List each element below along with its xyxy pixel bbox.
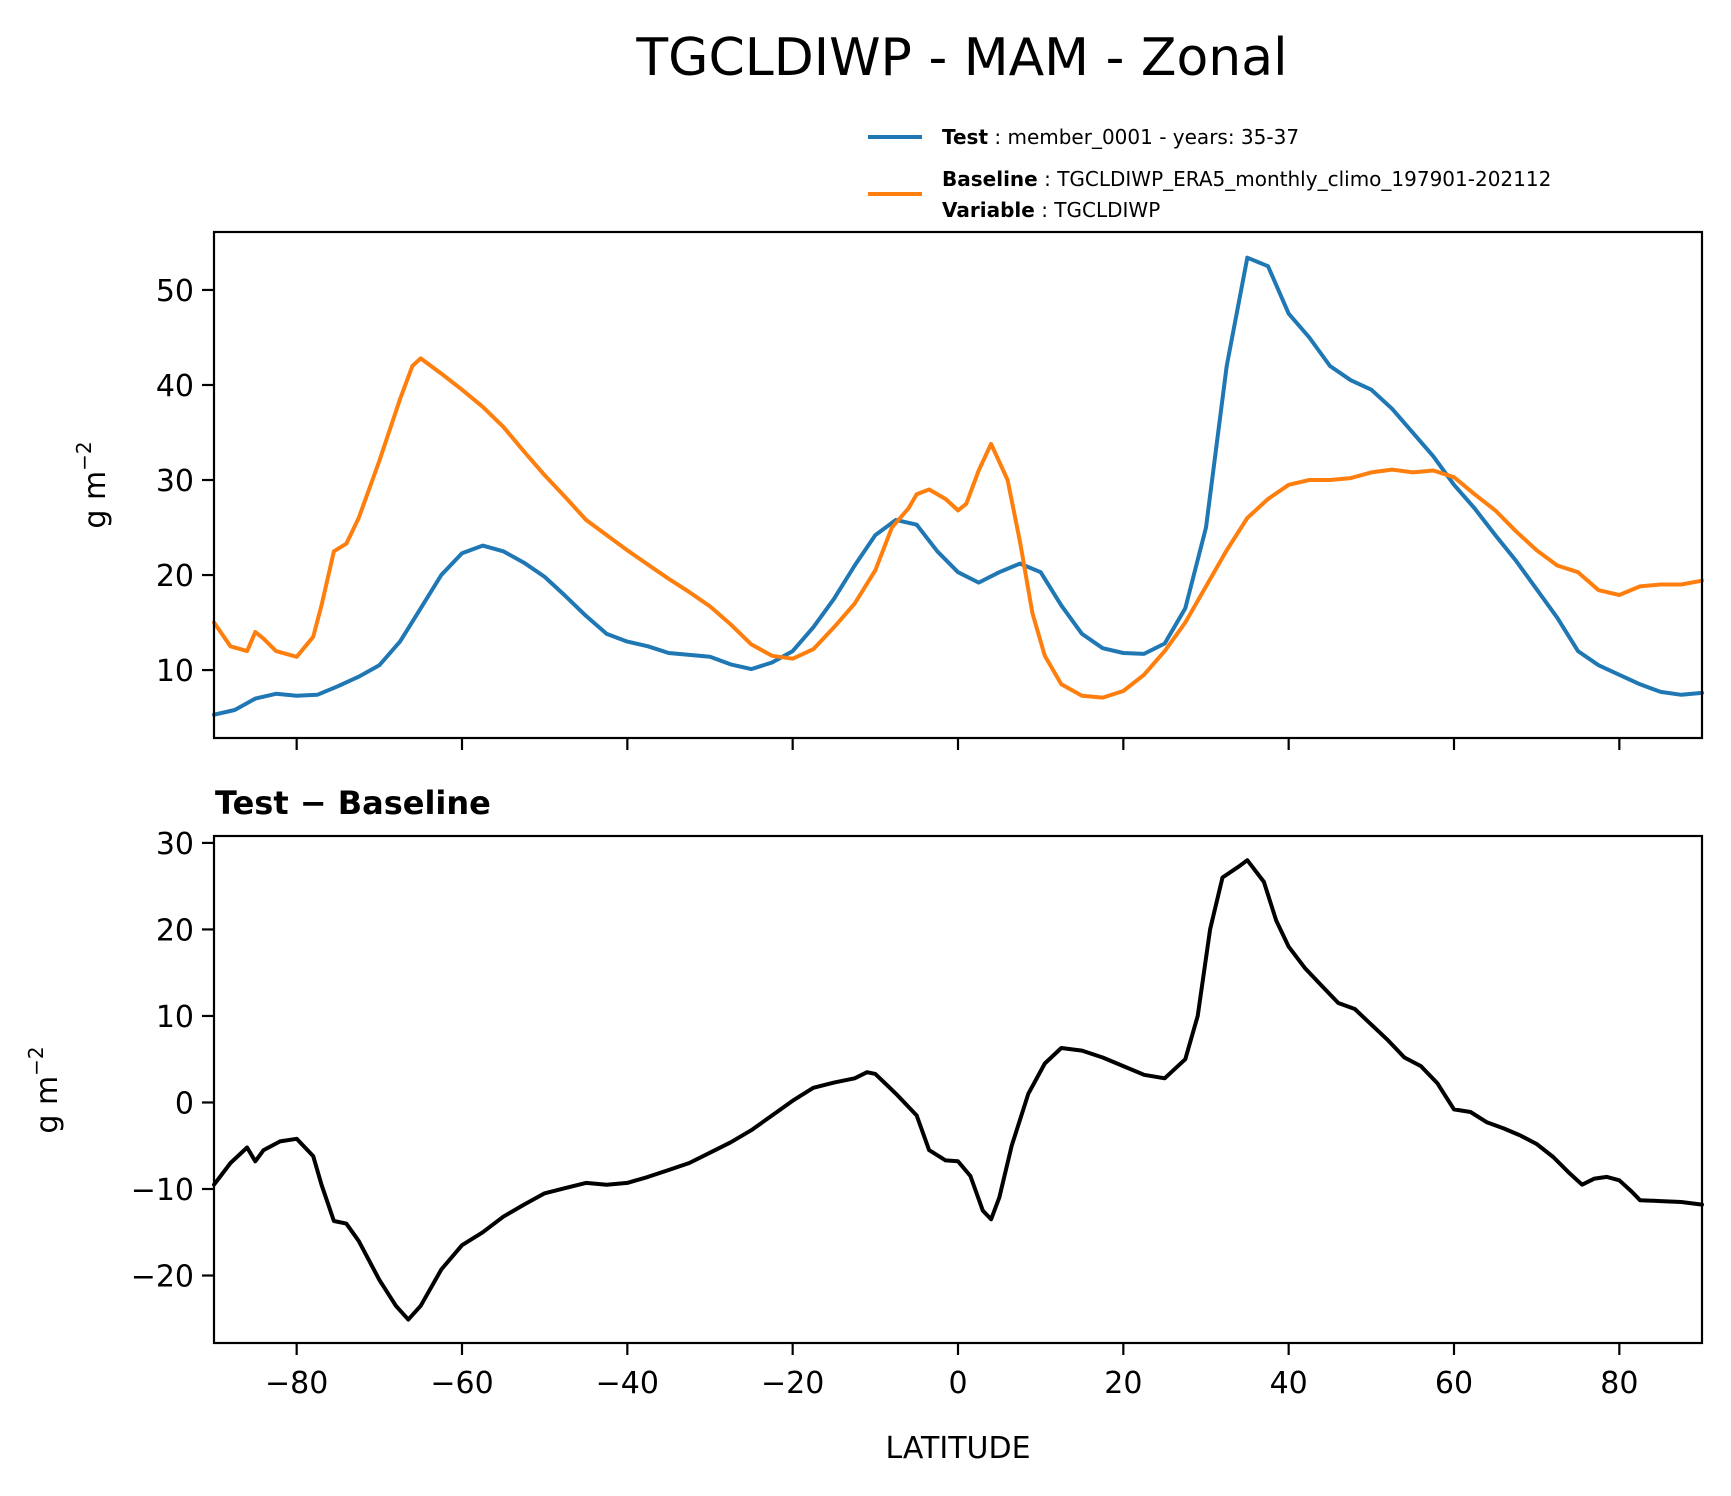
bottom-panel-title: Test − Baseline: [215, 784, 491, 822]
legend-test-text: member_0001 - years: 35-37: [1007, 125, 1299, 149]
top-y-tick-label: 20: [156, 559, 194, 594]
svg-text:Test : member_0001 - years: 35: Test : member_0001 - years: 35-37: [942, 125, 1299, 149]
bottom-y-axis-label: g m−2: [24, 1046, 65, 1133]
top-y-tick-label: 50: [156, 274, 194, 309]
bottom-x-tick-label: 60: [1435, 1366, 1473, 1401]
bottom-x-tick-label: 20: [1104, 1366, 1142, 1401]
bottom-y-ticks: −20 −10 0 10 20 30: [131, 827, 214, 1295]
bottom-x-ticks: −80 −60 −40 −20 0 20 40 60 80: [265, 1343, 1638, 1401]
top-y-tick-label: 30: [156, 464, 194, 499]
bottom-y-tick-label: 0: [175, 1086, 194, 1121]
bottom-series-lines: [212, 858, 1704, 1322]
legend-variable-text: TGCLDIWP: [1053, 198, 1160, 222]
bottom-x-tick-label: −40: [596, 1366, 659, 1401]
x-axis-label: LATITUDE: [885, 1431, 1030, 1466]
bottom-x-tick-label: −20: [761, 1366, 824, 1401]
legend-variable-key: Variable: [942, 198, 1035, 222]
bottom-x-tick-label: 0: [948, 1366, 967, 1401]
top-axes-frame: [212, 230, 1704, 740]
top-panel: 10 20 30 40 50 g m−2: [72, 230, 1704, 750]
legend-baseline-key: Baseline: [942, 167, 1038, 191]
bottom-axes-frame: [212, 834, 1704, 1345]
bottom-x-tick-label: −60: [430, 1366, 493, 1401]
bottom-y-tick-label: −10: [131, 1173, 194, 1208]
svg-text:Baseline : TGCLDIWP_ERA5_month: Baseline : TGCLDIWP_ERA5_monthly_climo_1…: [942, 167, 1551, 191]
bottom-y-tick-label: −20: [131, 1260, 194, 1295]
top-x-ticks: [295, 738, 1621, 750]
top-y-tick-label: 40: [156, 369, 194, 404]
bottom-x-tick-label: 40: [1270, 1366, 1308, 1401]
top-series-lines: [212, 255, 1704, 717]
legend: Test : member_0001 - years: 35-37 Baseli…: [868, 125, 1551, 222]
bottom-series-test-baseline: [212, 858, 1704, 1322]
bottom-x-tick-label: −80: [265, 1366, 328, 1401]
top-y-ticks: 10 20 30 40 50: [156, 274, 214, 689]
figure-title: TGCLDIWP - MAM - Zonal: [635, 28, 1287, 88]
bottom-x-tick-label: 80: [1600, 1366, 1638, 1401]
top-series-test: [212, 255, 1704, 717]
legend-test-key: Test: [942, 125, 988, 149]
bottom-y-tick-label: 10: [156, 1000, 194, 1035]
legend-baseline-text: TGCLDIWP_ERA5_monthly_climo_197901-20211…: [1056, 167, 1551, 191]
bottom-y-tick-label: 20: [156, 913, 194, 948]
top-y-axis-label: g m−2: [72, 441, 113, 528]
top-series-baseline: [212, 356, 1704, 700]
svg-text:Variable : TGCLDIWP: Variable : TGCLDIWP: [942, 198, 1160, 222]
top-y-tick-label: 10: [156, 654, 194, 689]
bottom-y-tick-label: 30: [156, 827, 194, 862]
